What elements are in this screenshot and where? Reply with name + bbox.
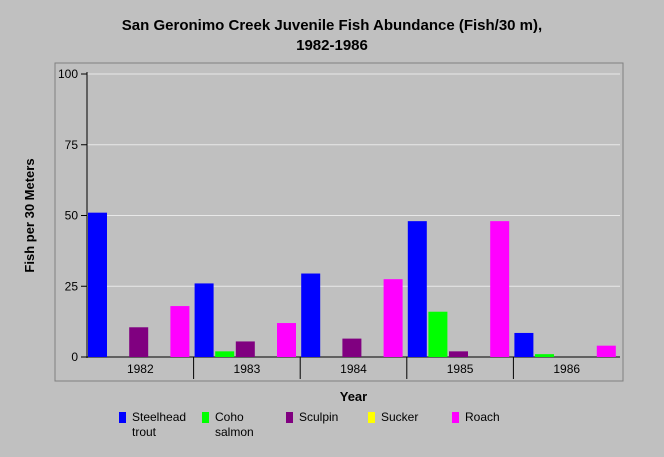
bar [428,311,448,357]
bar [129,327,149,357]
y-tick-label: 50 [65,209,79,223]
bar [535,354,554,357]
bar [596,345,616,357]
legend-swatch [452,412,459,423]
bar [235,341,255,357]
chart-title-line2: 1982-1986 [296,37,368,54]
y-tick-label: 0 [71,350,78,364]
legend-label: Sculpin [299,410,339,424]
legend-swatch [368,412,375,423]
bar [449,351,468,357]
x-tick-label: 1983 [234,362,261,376]
legend-label: Sucker [381,410,419,424]
bar [490,221,510,357]
x-axis-label: Year [340,389,367,404]
chart-title-line1: San Geronimo Creek Juvenile Fish Abundan… [121,17,543,34]
legend-label: Steelhead trout [132,410,187,439]
legend-swatch [202,412,209,423]
x-tick-label: 1986 [553,362,580,376]
legend-label: Coho salmon [215,410,254,439]
x-tick-label: 1984 [340,362,367,376]
bar [88,212,107,357]
y-tick-label: 100 [58,67,78,81]
legend-swatch [286,412,293,423]
bar [301,273,321,357]
bar [342,338,362,357]
y-axis-label: Fish per 30 Meters [22,158,37,272]
x-tick-label: 1982 [127,362,154,376]
y-tick-label: 75 [65,138,79,152]
y-tick-label: 25 [65,279,79,293]
bar [215,351,235,357]
legend-swatch [119,412,126,423]
bar [383,279,403,357]
bar [277,323,296,357]
x-tick-label: 1985 [447,362,474,376]
bar [514,332,534,357]
bar [170,306,190,357]
bar [407,221,427,357]
plot-frame [54,62,624,382]
bar [194,283,214,357]
legend-label: Roach [465,410,500,424]
